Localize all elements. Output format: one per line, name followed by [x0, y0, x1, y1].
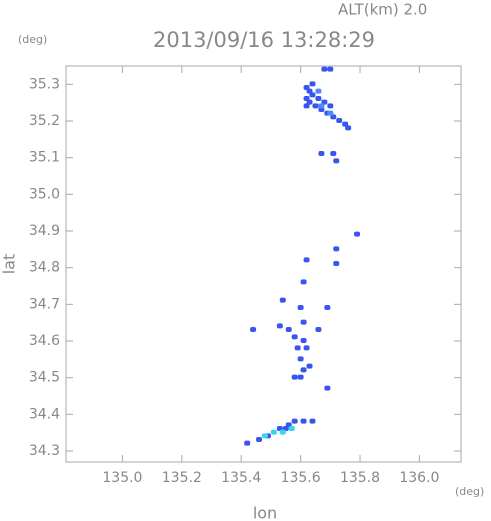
radar-echo [270, 429, 277, 435]
radar-echo [327, 110, 334, 116]
radar-echo [297, 305, 304, 310]
radar-echo [244, 440, 251, 446]
y-tick-label: 34.3 [29, 443, 60, 459]
y-tick-label: 35.0 [29, 186, 60, 202]
radar-echo [333, 246, 340, 252]
x-tick-label: 135.6 [281, 470, 321, 486]
radar-echo [300, 367, 307, 373]
y-tick-label: 34.7 [29, 296, 60, 312]
y-tick-label: 35.2 [29, 113, 60, 129]
x-tick-label: 135.2 [162, 470, 202, 486]
radar-echo [306, 363, 313, 369]
radar-echo [291, 374, 298, 380]
radar-echo [321, 66, 328, 72]
radar-echo [315, 96, 322, 101]
subtitle: ALT(km) 2.0 [338, 1, 427, 19]
radar-echo [294, 345, 301, 351]
radar-echo [291, 334, 298, 340]
x-tick-label: 135.0 [102, 470, 142, 486]
y-tick-label: 35.3 [29, 76, 60, 92]
radar-echo [333, 158, 340, 164]
x-tick-label: 135.8 [340, 470, 380, 486]
radar-echo [315, 88, 322, 94]
radar-echo [300, 338, 307, 343]
radar-echo [279, 297, 286, 303]
radar-echo [303, 345, 310, 351]
radar-echo [297, 374, 304, 380]
y-tick-label: 34.4 [29, 406, 60, 422]
radar-echo [333, 261, 340, 266]
radar-echo [300, 279, 307, 285]
radar-echo [303, 103, 310, 109]
y-tick-label: 34.5 [29, 370, 60, 386]
y-label: lat [0, 254, 19, 275]
chart-title: 2013/09/16 13:28:29 [153, 28, 375, 52]
x-tick-label: 135.4 [221, 470, 261, 486]
radar-echo [315, 327, 322, 332]
radar-echo [330, 151, 337, 156]
x-label: lon [253, 504, 277, 521]
radar-echo [261, 433, 268, 439]
y-tick-label: 34.8 [29, 260, 60, 276]
radar-echo [297, 356, 304, 362]
radar-echo [303, 257, 310, 263]
radar-echo [327, 103, 334, 109]
y-tick-label: 35.1 [29, 150, 60, 166]
y-tick-label: 34.9 [29, 223, 60, 239]
radar-echo [250, 327, 257, 332]
radar-echo [291, 418, 298, 424]
radar-echo [279, 429, 286, 435]
radar-echo [327, 66, 334, 72]
radar-echo [324, 305, 331, 310]
radar-echo [276, 323, 283, 329]
radar-echo [336, 118, 343, 123]
plot-frame [65, 65, 462, 463]
radar-echo [318, 103, 325, 109]
x-tick-label: 136.0 [399, 470, 439, 486]
radar-echo [309, 92, 316, 98]
radar-echo [354, 231, 361, 237]
y-unit: (deg) [18, 33, 47, 46]
radar-echo [309, 81, 316, 87]
x-unit: (deg) [455, 485, 484, 498]
radar-echo [288, 426, 295, 431]
radar-echo [324, 385, 331, 391]
radar-echo [345, 125, 352, 131]
radar-echo [318, 151, 325, 156]
radar-echo [312, 103, 319, 109]
radar-echo [256, 437, 263, 442]
radar-echo [309, 418, 316, 424]
radar-echo [300, 418, 307, 424]
radar-echo [285, 327, 292, 332]
y-tick-label: 34.6 [29, 333, 60, 349]
radar-echo [300, 319, 307, 325]
